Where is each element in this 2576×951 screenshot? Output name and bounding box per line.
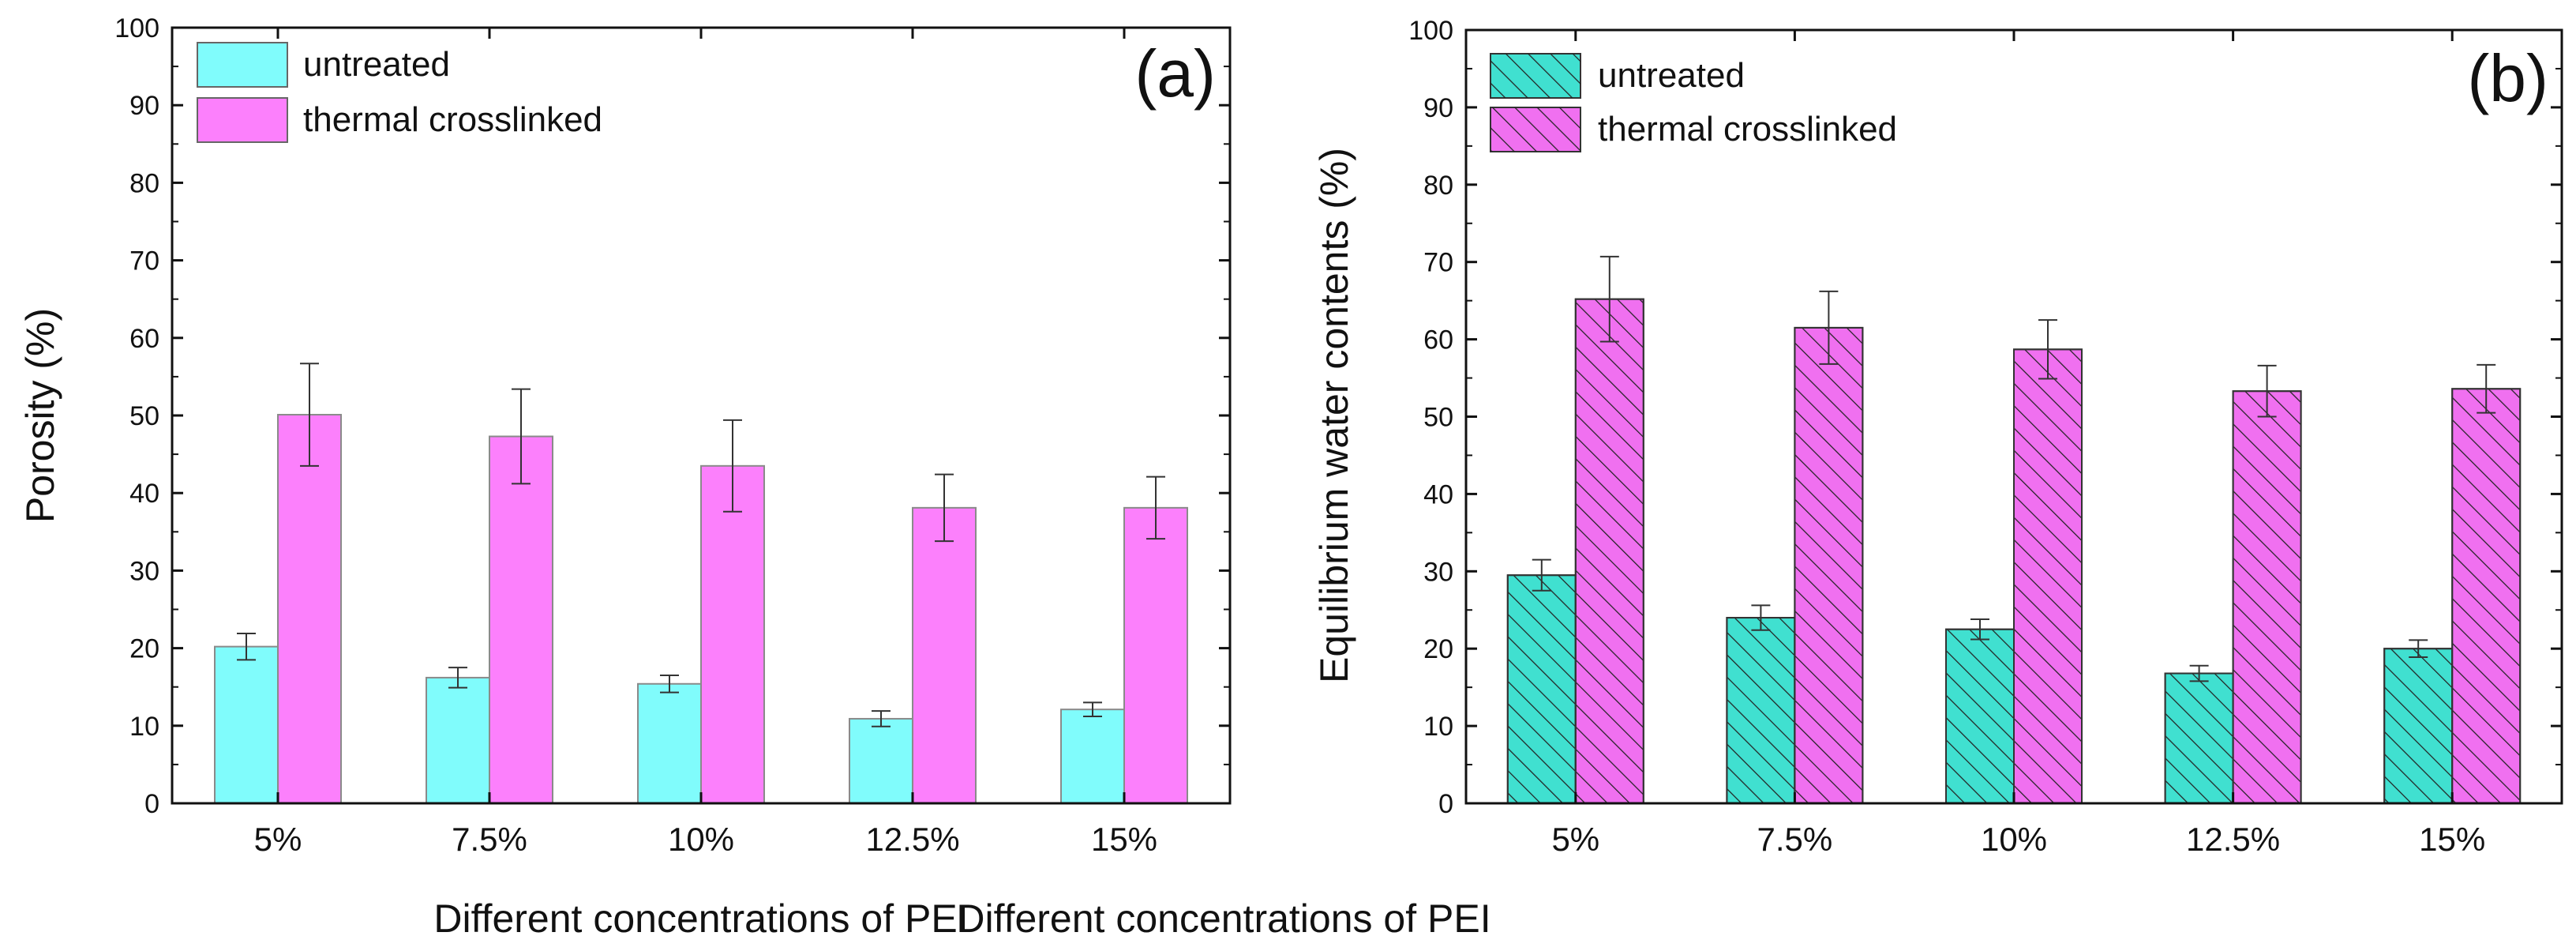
panel-b-legend-hatch-1 [1490, 107, 1580, 152]
panel-a-y-ticks: 0 10 20 30 40 50 60 70 80 90 100 [114, 13, 1230, 819]
bar-hatch-1-0 [1574, 298, 1644, 804]
bar-untreated-3 [849, 717, 913, 804]
bar-hatch-1-2 [2013, 348, 2083, 804]
panel-a-legend-crosslinked: thermal crosslinked [303, 100, 602, 139]
panel-a: 0 10 20 30 40 50 60 70 80 90 100 5% 7.5% 10% 12.5% 15%… [18, 13, 1232, 941]
bar-hatch-0-1 [1726, 617, 1796, 804]
y-tick-label: 20 [129, 634, 159, 664]
x-tick-label: 12.5% [2186, 821, 2280, 858]
y-tick-label: 100 [114, 13, 159, 43]
panel-b-legend: untreated thermal crosslinked [1490, 53, 1897, 152]
bar-hatch-1-4 [2451, 388, 2522, 805]
bar-hatch-1-3 [2232, 390, 2302, 804]
panel-a-legend: untreated thermal crosslinked [197, 42, 602, 143]
panel-b-bars [1506, 298, 2522, 805]
panel-b-y-ticks: 0 10 20 30 40 50 60 70 80 90 100 [1408, 16, 2562, 819]
y-tick-label: 0 [144, 789, 159, 819]
y-tick-label: 10 [129, 712, 159, 742]
bar-hatch-0-3 [2164, 672, 2234, 805]
panel-a-x-ticks: 5% 7.5% 10% 12.5% 15% [254, 28, 1157, 858]
y-tick-label: 90 [129, 91, 159, 121]
y-tick-label: 10 [1423, 712, 1453, 742]
y-tick-label: 60 [129, 324, 159, 354]
x-tick-label: 5% [254, 821, 302, 858]
y-tick-label: 60 [1423, 325, 1453, 355]
y-tick-label: 30 [129, 556, 159, 586]
y-tick-label: 30 [1423, 557, 1453, 587]
y-tick-label: 90 [1423, 93, 1453, 123]
bar-hatch-0-0 [1506, 574, 1577, 804]
x-tick-label: 15% [1091, 821, 1157, 858]
bar-untreated-2 [637, 682, 702, 804]
panel-b-x-ticks: 5% 7.5% 10% 12.5% 15% [1551, 30, 2485, 858]
y-tick-label: 50 [129, 401, 159, 431]
y-tick-label: 40 [129, 479, 159, 509]
y-tick-label: 80 [129, 168, 159, 198]
panel-b-x-axis-title: Different concentrations of PEI [956, 896, 1490, 941]
bar-crosslinked-4 [1123, 506, 1188, 804]
x-tick-label: 10% [1981, 821, 2047, 858]
panel-a-legend-untreated: untreated [303, 45, 450, 84]
x-tick-label: 7.5% [1757, 821, 1833, 858]
panel-b-legend-crosslinked: thermal crosslinked [1598, 110, 1897, 148]
panel-a-legend-swatch-crosslinked [197, 97, 288, 143]
bar-crosslinked-2 [700, 464, 765, 805]
y-tick-label: 40 [1423, 479, 1453, 509]
panel-a-bars [214, 414, 1188, 805]
bar-untreated-0 [214, 645, 279, 804]
panel-b-legend-hatch-0 [1490, 54, 1580, 98]
panel-b-error-bars [1532, 255, 2496, 682]
panel-a-legend-swatch-untreated [197, 42, 288, 88]
panel-b-label: (b) [2467, 41, 2548, 115]
y-tick-label: 0 [1438, 789, 1453, 819]
panel-a-error-bars [237, 363, 1165, 727]
bar-untreated-4 [1060, 709, 1125, 804]
panel-b: 0 10 20 30 40 50 60 70 80 90 100 5% 7.5% 10% 12.5% 15%… [956, 16, 2563, 941]
bar-hatch-0-2 [1945, 628, 2015, 804]
bar-crosslinked-3 [912, 506, 977, 804]
x-tick-label: 7.5% [452, 821, 527, 858]
bar-untreated-1 [426, 676, 490, 805]
bar-hatch-1-1 [1794, 326, 1864, 805]
x-tick-label: 15% [2419, 821, 2485, 858]
y-tick-label: 50 [1423, 403, 1453, 433]
x-tick-label: 12.5% [865, 821, 959, 858]
y-tick-label: 70 [129, 246, 159, 276]
x-tick-label: 5% [1551, 821, 1599, 858]
bar-crosslinked-0 [277, 414, 342, 804]
panel-a-label: (a) [1134, 36, 1216, 111]
x-tick-label: 10% [668, 821, 734, 858]
y-tick-label: 100 [1408, 16, 1453, 46]
y-tick-label: 20 [1423, 634, 1453, 664]
bar-hatch-0-4 [2383, 648, 2454, 805]
panel-b-y-axis-title: Equilibrium water contents (%) [1312, 148, 1356, 683]
y-tick-label: 80 [1423, 171, 1453, 201]
panel-b-legend-untreated: untreated [1598, 56, 1745, 95]
panel-a-x-axis-title: Different concentrations of PEI [433, 896, 968, 941]
panel-a-y-axis-title: Porosity (%) [18, 308, 62, 523]
y-tick-label: 70 [1423, 248, 1453, 278]
bar-crosslinked-1 [489, 435, 553, 804]
